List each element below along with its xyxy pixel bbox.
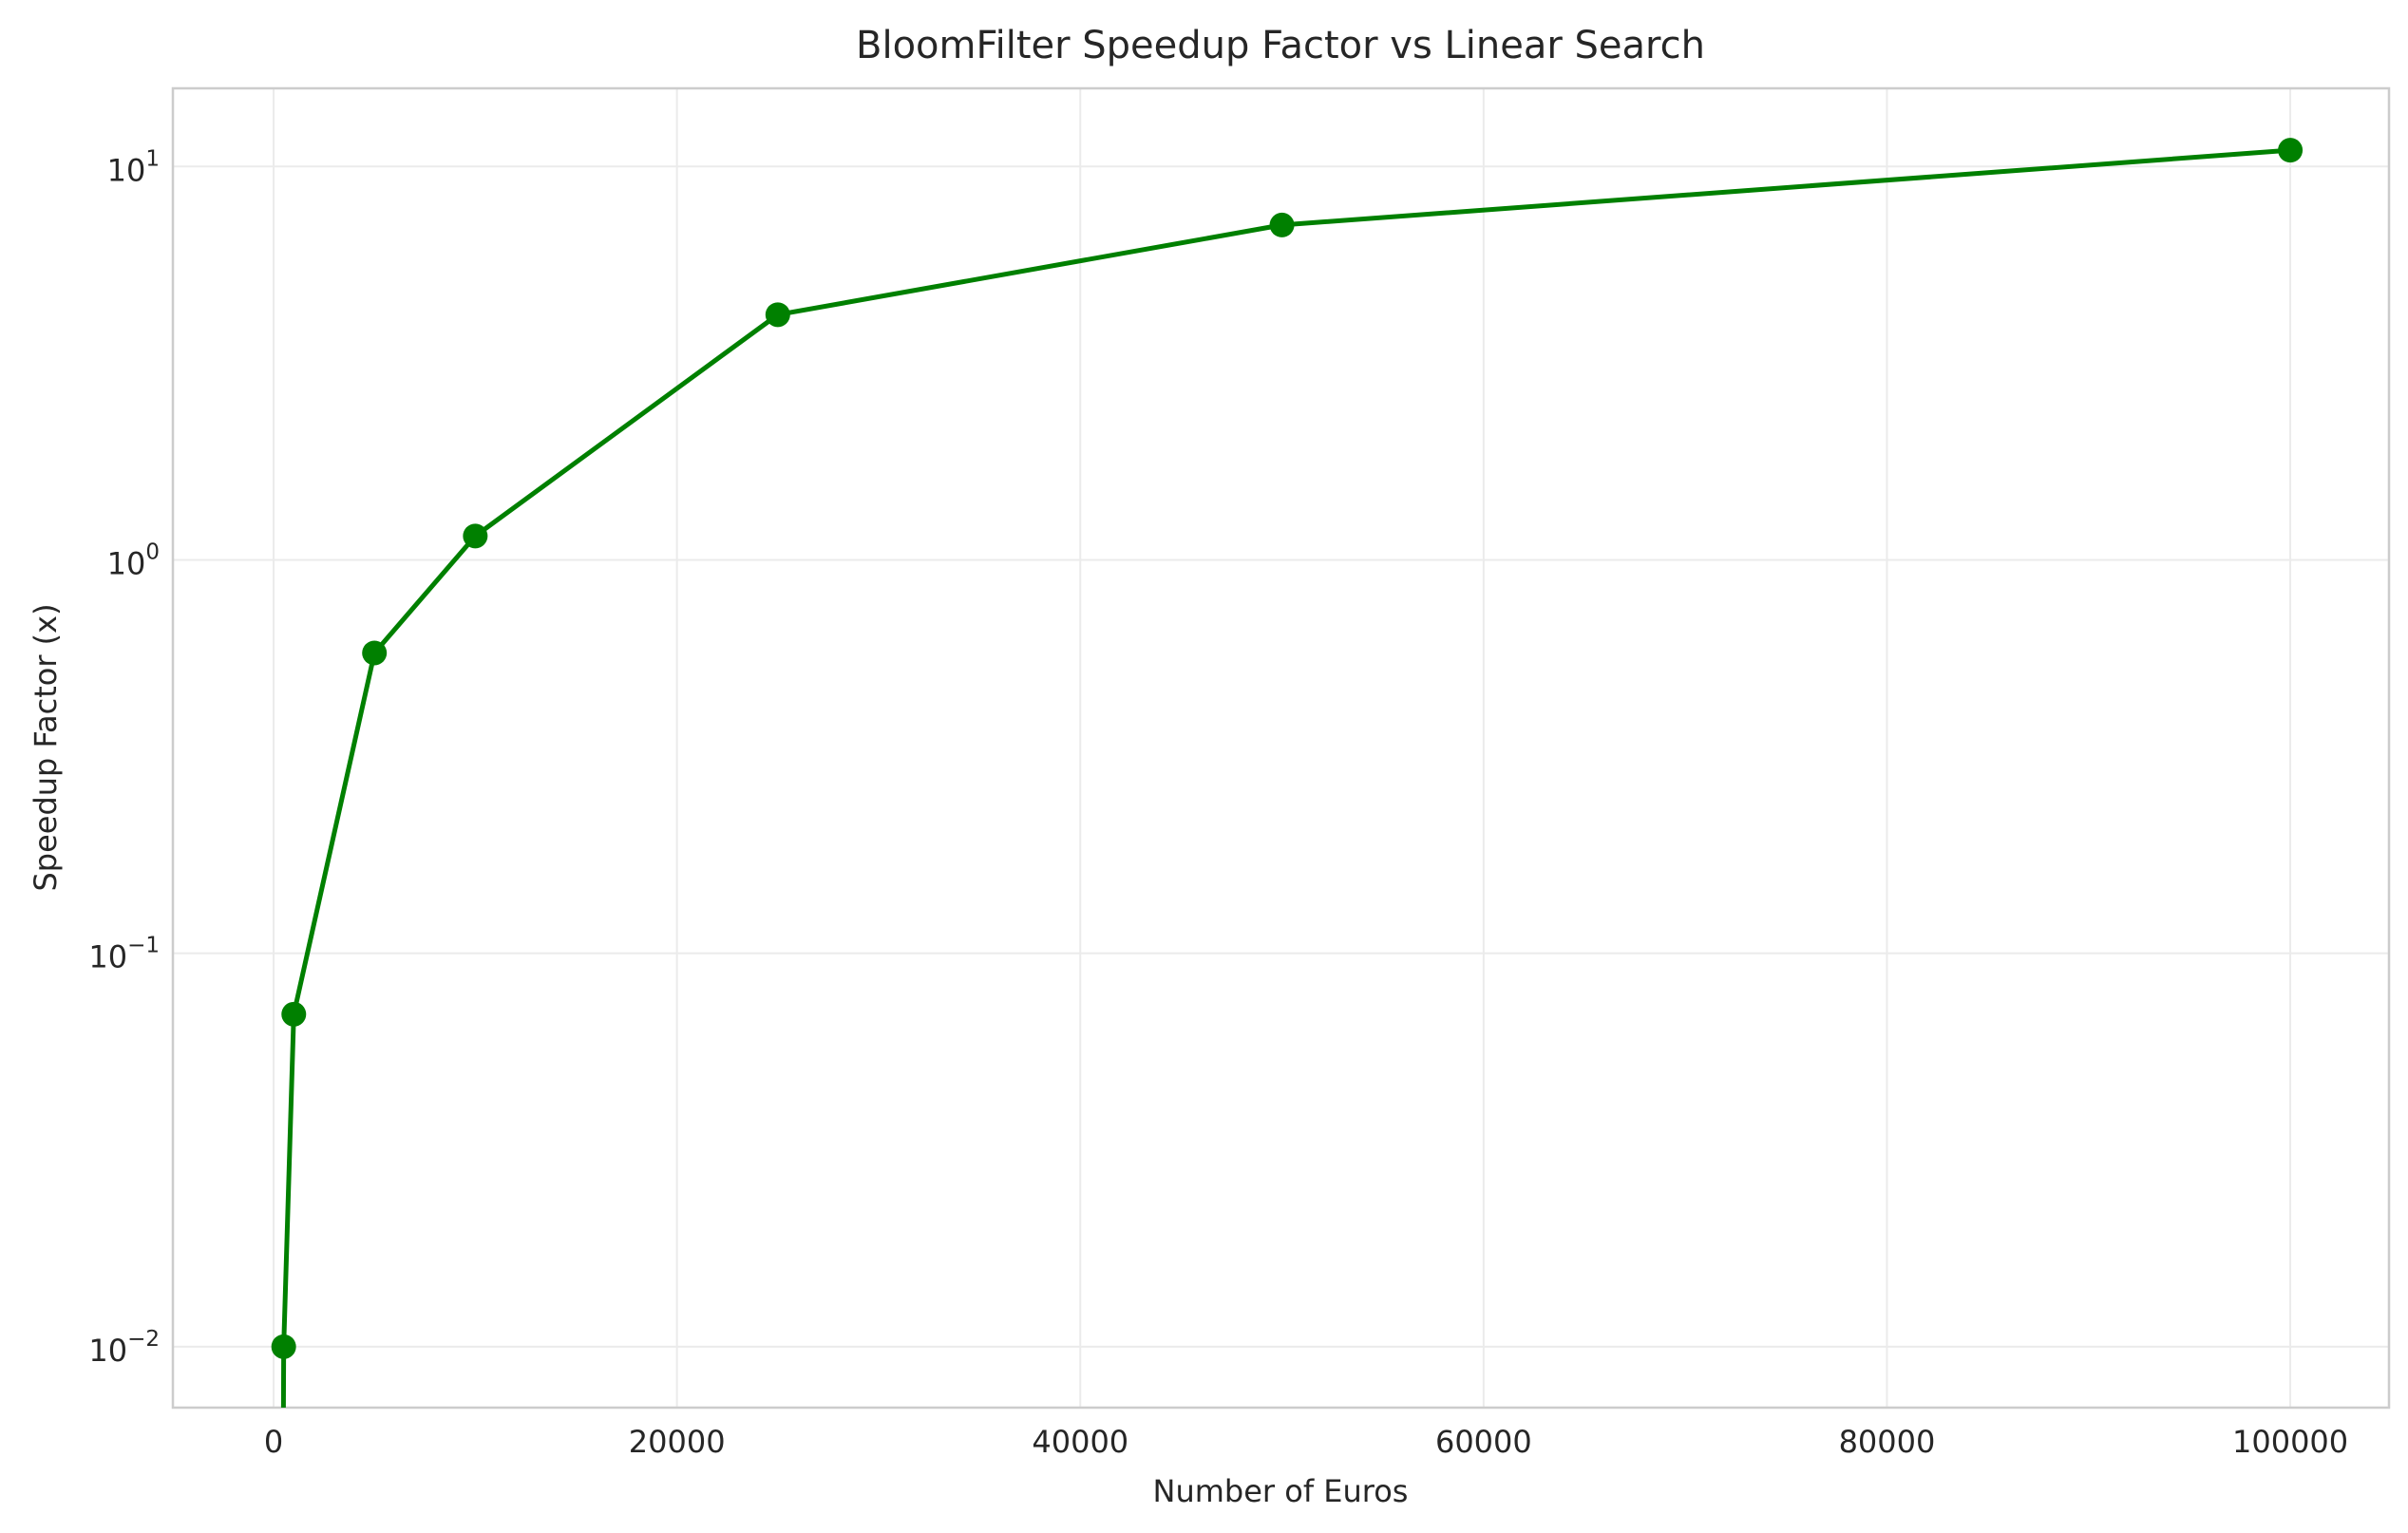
- y-tick-base: 10: [107, 152, 146, 188]
- y-tick-label: 10−2: [88, 1326, 160, 1369]
- y-tick-label: 100: [107, 539, 160, 582]
- y-tick-exponent: 0: [145, 539, 160, 564]
- x-tick-label: 60000: [1435, 1424, 1532, 1460]
- y-tick-base: 10: [88, 939, 127, 975]
- x-tick-label: 0: [264, 1424, 283, 1460]
- x-tick-label: 40000: [1032, 1424, 1128, 1460]
- x-tick-label: 80000: [1839, 1424, 1936, 1460]
- plot-frame: [171, 86, 2391, 1410]
- x-tick-label: 20000: [629, 1424, 726, 1460]
- y-tick-label: 101: [107, 146, 160, 189]
- y-tick-exponent: −2: [127, 1326, 160, 1351]
- data-point: [271, 1334, 296, 1359]
- data-point: [1269, 212, 1295, 237]
- x-axis-label: Number of Euros: [1153, 1473, 1409, 1509]
- plot-area: [271, 138, 2304, 1408]
- x-tick-label: 100000: [2232, 1424, 2348, 1460]
- y-tick-base: 10: [107, 545, 146, 581]
- y-tick-exponent: −1: [127, 933, 160, 957]
- data-point: [2278, 138, 2304, 163]
- data-point: [463, 523, 488, 549]
- data-point: [362, 640, 388, 666]
- y-tick-label: 10−1: [88, 933, 160, 975]
- line: [280, 147, 2291, 1408]
- chart-title: BloomFilter Speedup Factor vs Linear Sea…: [856, 24, 1705, 67]
- data-point: [281, 1001, 307, 1027]
- y-axis-label: Speedup Factor (x): [28, 603, 64, 891]
- data-point: [765, 302, 790, 328]
- y-tick-base: 10: [88, 1333, 127, 1369]
- y-tick-exponent: 1: [145, 146, 160, 171]
